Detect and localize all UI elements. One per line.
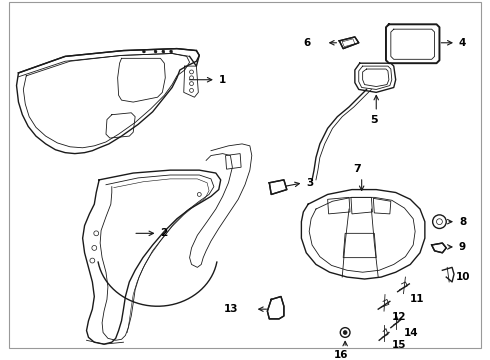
Polygon shape — [432, 243, 446, 253]
Text: 16: 16 — [334, 350, 348, 360]
Text: 5: 5 — [370, 115, 378, 125]
Circle shape — [343, 330, 347, 334]
Text: 4: 4 — [459, 38, 466, 48]
Text: 10: 10 — [456, 272, 470, 282]
Text: 15: 15 — [392, 340, 406, 350]
Text: 13: 13 — [224, 304, 238, 314]
Text: 8: 8 — [459, 217, 466, 227]
Text: 7: 7 — [353, 164, 361, 174]
Text: 1: 1 — [219, 75, 226, 85]
Circle shape — [170, 50, 172, 53]
Polygon shape — [339, 37, 359, 49]
Text: 12: 12 — [392, 312, 406, 322]
Polygon shape — [268, 297, 284, 319]
Text: 6: 6 — [303, 38, 310, 48]
Circle shape — [162, 50, 165, 53]
Circle shape — [143, 50, 146, 53]
Circle shape — [154, 50, 157, 53]
Text: 3: 3 — [306, 178, 314, 188]
Text: 14: 14 — [403, 328, 418, 338]
Text: 2: 2 — [160, 228, 168, 238]
Polygon shape — [270, 180, 287, 194]
Text: 11: 11 — [410, 294, 425, 305]
Text: 9: 9 — [459, 242, 466, 252]
